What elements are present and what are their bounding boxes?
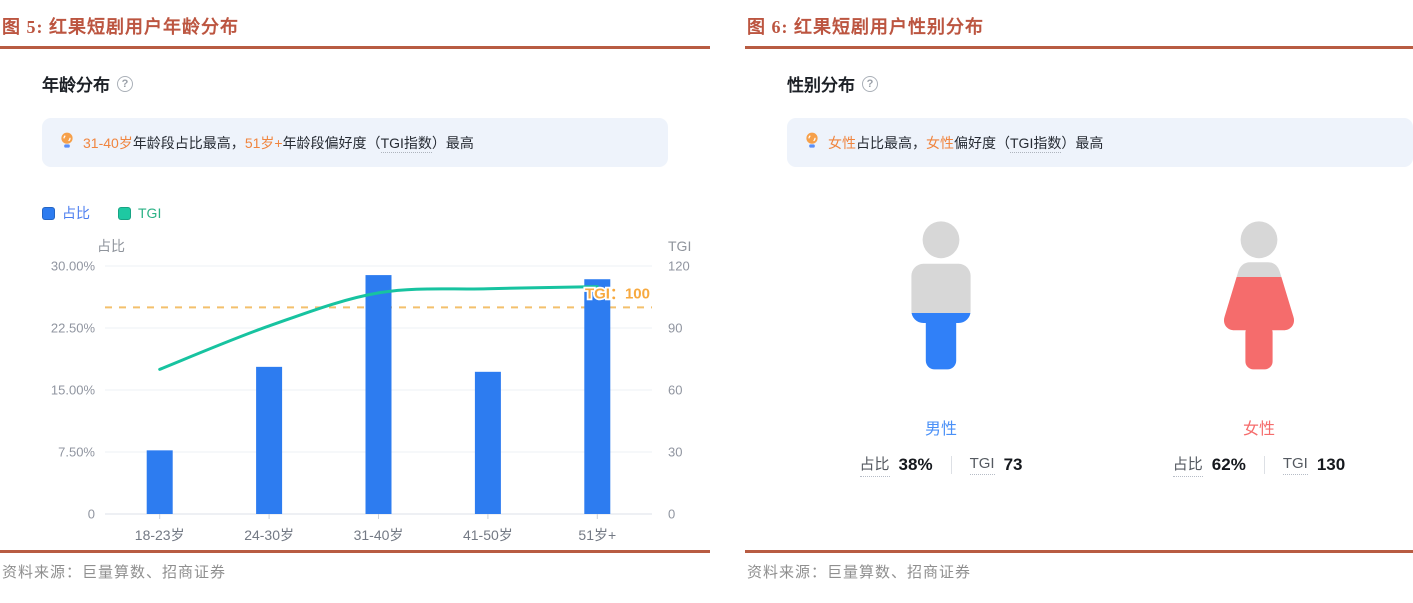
svg-text:30.00%: 30.00% — [51, 259, 96, 274]
tgi-swatch — [118, 206, 131, 220]
figure-6-caption: 图 6: 红果短剧用户性别分布 — [745, 0, 1413, 49]
lightbulb-icon — [805, 132, 819, 153]
svg-text:7.50%: 7.50% — [58, 445, 95, 460]
svg-text:22.50%: 22.50% — [51, 321, 96, 336]
svg-text:0: 0 — [668, 507, 675, 522]
male-column: 男性 占比 38% TGI 73 — [801, 219, 1081, 477]
female-stats: 占比 62% TGI 130 — [1172, 453, 1346, 477]
figure-age-distribution: 图 5: 红果短剧用户年龄分布 年龄分布 ? 31-40岁年龄段占比最高，51岁… — [0, 0, 710, 582]
tgi-label: TGI — [1282, 455, 1308, 475]
svg-text:占比: 占比 — [97, 238, 125, 254]
svg-text:31-40岁: 31-40岁 — [354, 527, 404, 543]
age-panel: 年龄分布 ? 31-40岁年龄段占比最高，51岁+年龄段偏好度（TGI指数）最高 — [0, 71, 710, 549]
tgi-legend-label: TGI — [138, 205, 162, 221]
svg-text:24-30岁: 24-30岁 — [244, 527, 294, 543]
note-text: 31-40岁年龄段占比最高，51岁+年龄段偏好度（TGI指数）最高 — [83, 134, 474, 153]
svg-text:41-50岁: 41-50岁 — [463, 527, 513, 543]
note-text: 女性占比最高，女性偏好度（TGI指数）最高 — [828, 134, 1104, 153]
tgi-label: TGI — [969, 455, 995, 475]
svg-text:18-23岁: 18-23岁 — [135, 527, 185, 543]
female-head — [1240, 221, 1278, 259]
help-icon[interactable]: ? — [862, 75, 878, 92]
svg-text:90: 90 — [668, 321, 682, 336]
svg-text:120: 120 — [668, 259, 690, 274]
age-insight-note: 31-40岁年龄段占比最高，51岁+年龄段偏好度（TGI指数）最高 — [42, 118, 668, 167]
age-combo-chart: 30.00% 120 22.50% 90 15.00% 60 7.50% 30 0 0 占比 TGI 1… — [42, 227, 710, 549]
figure-gender-distribution: 图 6: 红果短剧用户性别分布 性别分布 ? 女性占比最高，女性偏好度（TGI指… — [745, 0, 1413, 603]
svg-text:0: 0 — [88, 507, 95, 522]
figure-5-caption: 图 5: 红果短剧用户年龄分布 — [0, 0, 710, 49]
share-value: 62% — [1211, 455, 1246, 474]
age-chart-svg: 30.00% 120 22.50% 90 15.00% 60 7.50% 30 0 0 占比 TGI 1… — [51, 238, 691, 543]
female-column: 女性 占比 62% TGI 130 — [1119, 219, 1399, 477]
female-label: 女性 — [1242, 421, 1275, 438]
gender-panel-header: 性别分布 ? — [787, 71, 1413, 96]
gender-panel-title: 性别分布 — [787, 76, 855, 95]
female-body — [1223, 262, 1295, 370]
source-note: 资料来源：巨量算数、招商证券 — [2, 565, 227, 581]
chart-legend: 占比 TGI — [42, 203, 710, 223]
gender-panel: 性别分布 ? 女性占比最高，女性偏好度（TGI指数）最高 — [745, 71, 1413, 477]
male-label: 男性 — [924, 421, 957, 438]
gender-insight-note: 女性占比最高，女性偏好度（TGI指数）最高 — [787, 118, 1413, 167]
share-swatch — [42, 206, 55, 220]
share-label: 占比 — [859, 453, 890, 477]
stats-divider — [1263, 456, 1265, 474]
male-head — [922, 221, 960, 259]
age-panel-header: 年龄分布 ? — [42, 71, 710, 96]
share-value: 38% — [898, 455, 933, 474]
share-label: 占比 — [1172, 453, 1203, 477]
age-figure-footer: 资料来源：巨量算数、招商证券 — [0, 550, 710, 582]
male-stats: 占比 38% TGI 73 — [859, 453, 1023, 477]
tgi-value: 73 — [1003, 455, 1023, 474]
help-icon[interactable]: ? — [117, 75, 133, 92]
source-note: 资料来源：巨量算数、招商证券 — [747, 565, 972, 581]
svg-text:TGI：100: TGI：100 — [585, 285, 650, 302]
svg-text:TGI: TGI — [668, 238, 691, 254]
age-panel-title: 年龄分布 — [42, 76, 110, 95]
legend-item-share[interactable]: 占比 — [42, 203, 90, 223]
gender-figure-footer: 资料来源：巨量算数、招商证券 — [745, 550, 1413, 582]
female-icon — [1223, 221, 1295, 370]
lightbulb-icon — [60, 132, 74, 153]
legend-item-tgi[interactable]: TGI — [118, 205, 161, 221]
svg-text:30: 30 — [668, 445, 682, 460]
male-icon — [911, 221, 971, 370]
male-body — [911, 263, 971, 370]
svg-text:51岁+: 51岁+ — [578, 527, 616, 543]
tgi-value: 130 — [1316, 455, 1346, 474]
share-legend-label: 占比 — [62, 205, 90, 221]
svg-text:15.00%: 15.00% — [51, 383, 96, 398]
gender-pictograph: 男性 占比 38% TGI 73 — [787, 219, 1413, 477]
stats-divider — [950, 456, 952, 474]
svg-text:60: 60 — [668, 383, 682, 398]
